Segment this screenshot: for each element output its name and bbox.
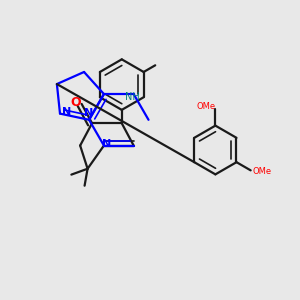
Text: N: N bbox=[62, 107, 71, 117]
Text: NH: NH bbox=[125, 92, 140, 102]
Text: OMe: OMe bbox=[196, 102, 215, 111]
Text: OMe: OMe bbox=[253, 167, 272, 176]
Text: O: O bbox=[70, 96, 81, 109]
Text: N: N bbox=[84, 108, 94, 118]
Text: N: N bbox=[102, 139, 111, 149]
